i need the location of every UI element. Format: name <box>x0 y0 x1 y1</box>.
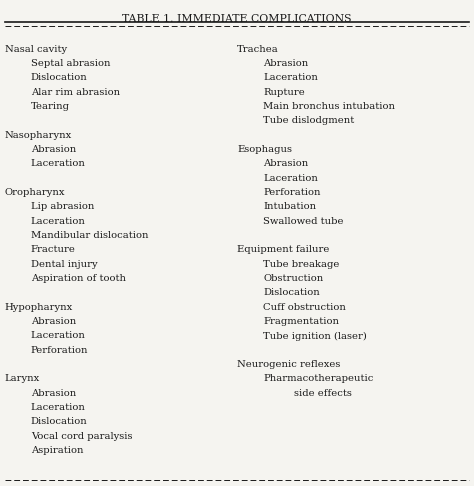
Text: Abrasion: Abrasion <box>31 145 76 154</box>
Text: side effects: side effects <box>294 389 352 398</box>
Text: TABLE 1. IMMEDIATE COMPLICATIONS: TABLE 1. IMMEDIATE COMPLICATIONS <box>122 14 352 24</box>
Text: Nasal cavity: Nasal cavity <box>5 45 67 54</box>
Text: Lip abrasion: Lip abrasion <box>31 203 94 211</box>
Text: Abrasion: Abrasion <box>31 317 76 326</box>
Text: Swallowed tube: Swallowed tube <box>263 217 344 226</box>
Text: Alar rim abrasion: Alar rim abrasion <box>31 87 120 97</box>
Text: Oropharynx: Oropharynx <box>5 188 65 197</box>
Text: Perforation: Perforation <box>263 188 320 197</box>
Text: Hypopharynx: Hypopharynx <box>5 303 73 312</box>
Text: Mandibular dislocation: Mandibular dislocation <box>31 231 148 240</box>
Text: Pharmacotherapeutic: Pharmacotherapeutic <box>263 374 374 383</box>
Text: Laceration: Laceration <box>263 73 318 83</box>
Text: Larynx: Larynx <box>5 374 40 383</box>
Text: Dental injury: Dental injury <box>31 260 98 269</box>
Text: Abrasion: Abrasion <box>263 59 308 68</box>
Text: Perforation: Perforation <box>31 346 88 355</box>
Text: Tearing: Tearing <box>31 102 70 111</box>
Text: Trachea: Trachea <box>237 45 279 54</box>
Text: Dislocation: Dislocation <box>31 73 88 83</box>
Text: Fracture: Fracture <box>31 245 76 255</box>
Text: Fragmentation: Fragmentation <box>263 317 339 326</box>
Text: Aspiration of tooth: Aspiration of tooth <box>31 274 126 283</box>
Text: Rupture: Rupture <box>263 87 305 97</box>
Text: Esophagus: Esophagus <box>237 145 292 154</box>
Text: Equipment failure: Equipment failure <box>237 245 329 255</box>
Text: Cuff obstruction: Cuff obstruction <box>263 303 346 312</box>
Text: Dislocation: Dislocation <box>263 288 320 297</box>
Text: Nasopharynx: Nasopharynx <box>5 131 72 140</box>
Text: Laceration: Laceration <box>31 331 86 341</box>
Text: Aspiration: Aspiration <box>31 446 83 455</box>
Text: Septal abrasion: Septal abrasion <box>31 59 110 68</box>
Text: Abrasion: Abrasion <box>31 389 76 398</box>
Text: Tube dislodgment: Tube dislodgment <box>263 116 355 125</box>
Text: Abrasion: Abrasion <box>263 159 308 169</box>
Text: Obstruction: Obstruction <box>263 274 323 283</box>
Text: Intubation: Intubation <box>263 203 316 211</box>
Text: Laceration: Laceration <box>31 217 86 226</box>
Text: Laceration: Laceration <box>31 159 86 169</box>
Text: Neurogenic reflexes: Neurogenic reflexes <box>237 360 340 369</box>
Text: Dislocation: Dislocation <box>31 417 88 427</box>
Text: Laceration: Laceration <box>263 174 318 183</box>
Text: Laceration: Laceration <box>31 403 86 412</box>
Text: Tube breakage: Tube breakage <box>263 260 339 269</box>
Text: Vocal cord paralysis: Vocal cord paralysis <box>31 432 132 441</box>
Text: Tube ignition (laser): Tube ignition (laser) <box>263 331 367 341</box>
Text: Main bronchus intubation: Main bronchus intubation <box>263 102 395 111</box>
